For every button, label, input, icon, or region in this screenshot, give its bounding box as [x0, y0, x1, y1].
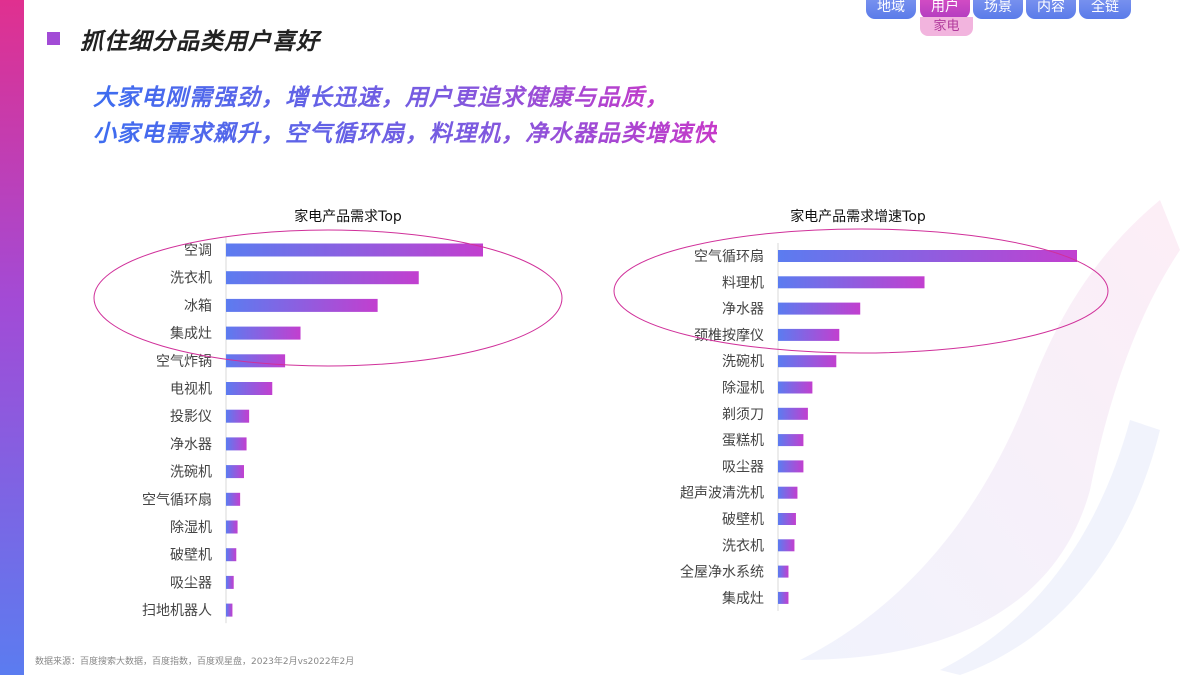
category-label: 洗碗机 [722, 354, 764, 370]
bar [226, 409, 250, 423]
bar [226, 437, 247, 451]
category-label: 吸尘器 [170, 575, 212, 591]
title-square-marker [47, 32, 60, 45]
bar [778, 276, 925, 289]
headline-line-1: 大家电刚需强劲，增长迅速，用户更追求健康与品质， [93, 78, 669, 112]
bar [226, 326, 301, 340]
highlight-ellipse [93, 229, 563, 367]
category-label: 空气循环扇 [142, 492, 212, 508]
category-label: 剃须刀 [722, 407, 764, 423]
bar [226, 603, 233, 617]
category-label: 投影仪 [170, 409, 212, 425]
bar [778, 565, 789, 578]
bar [778, 460, 804, 473]
bar [778, 355, 837, 368]
tab-scene[interactable]: 场景 [973, 0, 1023, 19]
category-label: 空气循环扇 [694, 249, 764, 265]
tab-full-chain[interactable]: 全链 [1079, 0, 1131, 19]
category-label: 冰箱 [184, 298, 212, 314]
category-label: 扫地机器人 [142, 603, 212, 619]
category-label: 蛋糕机 [722, 433, 764, 449]
headline-line-2: 小家电需求飙升，空气循环扇，料理机，净水器品类增速快 [93, 114, 717, 148]
category-label: 颈椎按摩仪 [694, 327, 764, 344]
chart-growth-top: 家电产品需求增速Top 空气循环扇料理机净水器颈椎按摩仪洗碗机除湿机剃须刀蛋糕机… [613, 208, 1109, 611]
category-label: 净水器 [170, 437, 212, 453]
category-label: 超声波清洗机 [680, 486, 764, 502]
category-label: 净水器 [722, 302, 764, 318]
chart-title: 家电产品需求增速Top [790, 208, 926, 225]
background-arrow-decoration [800, 200, 1180, 675]
chart-title: 家电产品需求Top [294, 208, 402, 225]
category-label: 洗衣机 [722, 538, 764, 554]
category-label: 电视机 [170, 382, 212, 398]
category-label: 洗碗机 [170, 465, 212, 481]
bar [226, 492, 241, 506]
bar [778, 434, 804, 447]
bar [778, 381, 813, 394]
bar [778, 486, 798, 499]
subtab-appliance[interactable]: 家电 [920, 17, 973, 36]
tab-user[interactable]: 用户 [920, 0, 970, 19]
bar [778, 328, 840, 341]
category-label: 集成灶 [722, 590, 764, 607]
bar [226, 271, 419, 285]
bar [226, 298, 378, 312]
category-label: 吸尘器 [722, 459, 764, 475]
tab-content[interactable]: 内容 [1026, 0, 1076, 19]
category-label: 除湿机 [722, 381, 764, 397]
bar [778, 591, 789, 604]
bar [778, 513, 796, 525]
category-label: 空气炸锅 [156, 354, 212, 370]
bar [778, 250, 1077, 262]
category-label: 破壁机 [722, 512, 764, 528]
category-label: 集成灶 [170, 325, 212, 342]
chart-demand-top: 家电产品需求Top 空调洗衣机冰箱集成灶空气炸锅电视机投影仪净水器洗碗机空气循环… [93, 208, 563, 624]
bar [778, 539, 795, 552]
bar [226, 575, 234, 589]
category-label: 破壁机 [170, 548, 212, 564]
category-label: 除湿机 [170, 520, 212, 536]
data-source-note: 数据来源：百度搜索大数据，百度指数，百度观星盘，2023年2月vs2022年2月 [35, 657, 355, 667]
category-label: 空调 [184, 243, 212, 259]
tab-region[interactable]: 地域 [866, 0, 916, 19]
category-label: 全屋净水系统 [680, 564, 764, 581]
page-title: 抓住细分品类用户喜好 [80, 29, 320, 55]
bar [226, 465, 244, 479]
left-accent-strip [0, 0, 24, 675]
highlight-ellipse [613, 228, 1109, 354]
bar [226, 382, 273, 395]
bar [778, 407, 808, 420]
category-label: 料理机 [722, 275, 764, 291]
bar [226, 548, 237, 562]
bar [778, 302, 861, 315]
category-label: 洗衣机 [170, 271, 212, 287]
bar [226, 243, 483, 257]
bar [226, 520, 238, 534]
